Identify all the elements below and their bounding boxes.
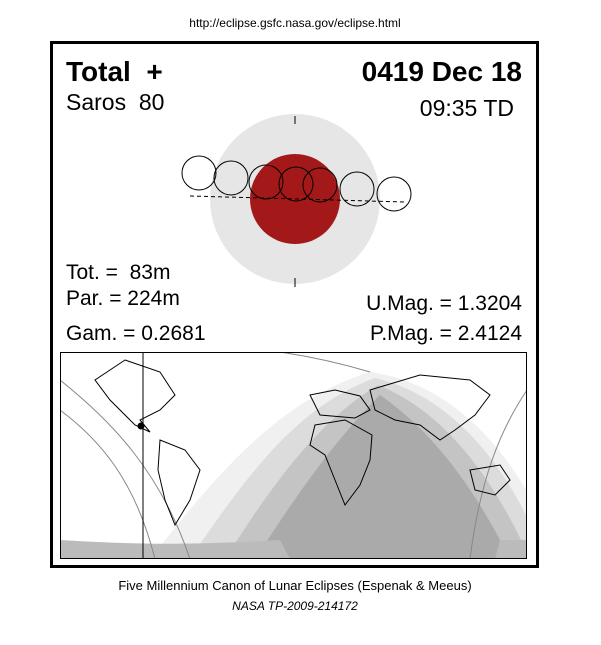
partial-duration: Par. = 224m — [66, 287, 180, 310]
time: 09:35 TD — [420, 95, 514, 121]
footer-title: Five Millennium Canon of Lunar Eclipses … — [118, 578, 471, 593]
moon-positions — [181, 155, 412, 212]
moon-path — [189, 195, 406, 203]
gamma: Gam. = 0.2681 — [66, 322, 206, 345]
footer-reference: NASA TP-2009-214172 — [232, 599, 358, 613]
eclipse-diagram — [181, 114, 412, 287]
source-url: http://eclipse.gsfc.nasa.gov/eclipse.htm… — [189, 16, 400, 30]
penumbral-magnitude: P.Mag. = 2.4124 — [370, 322, 522, 345]
eclipse-date: 0419 Dec 18 — [362, 56, 522, 87]
eclipse-type: Total + — [66, 56, 163, 87]
world-map — [60, 352, 527, 559]
saros: Saros 80 — [66, 89, 164, 115]
total-duration: Tot. = 83m — [66, 261, 170, 284]
umbral-magnitude: U.Mag. = 1.3204 — [366, 292, 522, 315]
